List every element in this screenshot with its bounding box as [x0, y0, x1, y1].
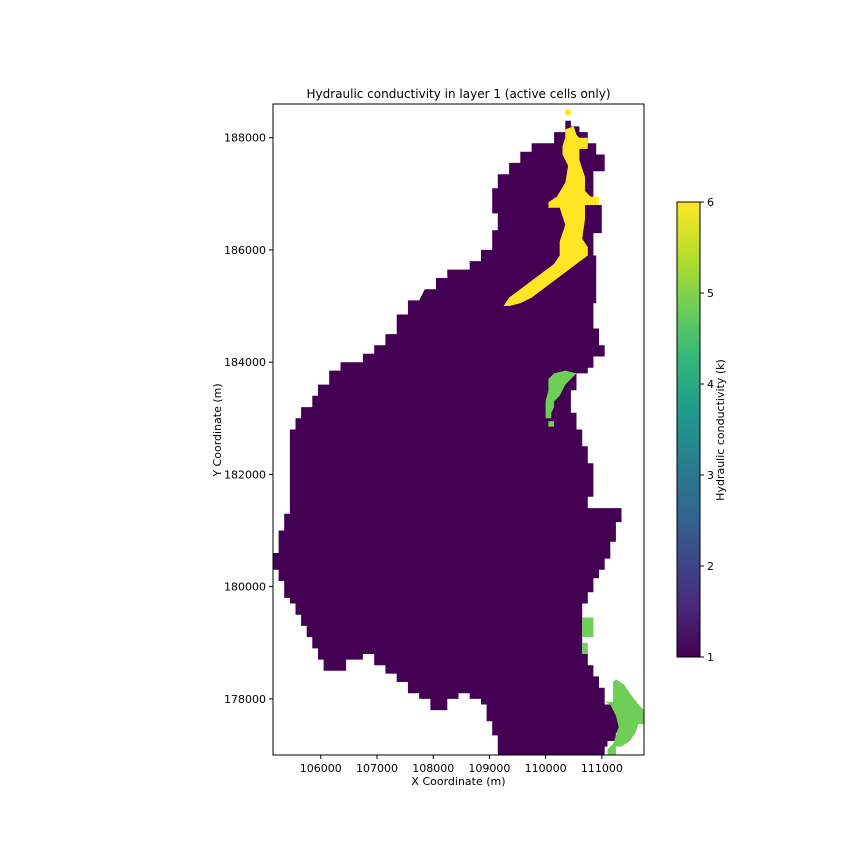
y-tick-label: 188000 [224, 132, 266, 145]
x-tick-label: 111000 [581, 762, 623, 775]
x-axis-ticks: 106000 107000 108000 109000 110000 111000 [300, 755, 623, 775]
x-axis-label: X Coordinate (m) [411, 775, 505, 788]
y-tick-label: 184000 [224, 356, 266, 369]
y-axis-ticks: 178000 180000 182000 184000 186000 188000 [224, 132, 273, 706]
colorbar-gradient [676, 201, 701, 658]
conductivity-region-5-layer [545, 370, 644, 755]
x-tick-label: 106000 [300, 762, 342, 775]
colorbar-tick-label: 5 [707, 287, 714, 300]
colorbar-tick-label: 4 [707, 378, 714, 391]
y-tick-label: 186000 [224, 244, 266, 257]
x-tick-label: 110000 [525, 762, 567, 775]
region-k5-patch [582, 642, 588, 654]
region-k5-patch [548, 421, 555, 427]
conductivity-region-6-layer [503, 109, 599, 307]
region-k5-patch [638, 715, 644, 725]
y-tick-label: 178000 [224, 693, 266, 706]
colorbar-tick-label: 6 [707, 196, 714, 209]
plot-area [273, 109, 644, 755]
colorbar-tick-label: 1 [707, 651, 714, 664]
colorbar-tick-label: 3 [707, 469, 714, 482]
x-tick-label: 108000 [412, 762, 454, 775]
y-tick-label: 182000 [224, 468, 266, 481]
colorbar-ticks: 1 2 3 4 5 6 [700, 196, 714, 664]
region-k5-patch [545, 370, 577, 419]
colorbar: 1 2 3 4 5 6 Hydraulic conductivity (k) [676, 196, 727, 664]
region-k5-patch [582, 617, 594, 638]
y-tick-label: 180000 [224, 581, 266, 594]
colorbar-tick-label: 2 [707, 560, 714, 573]
region-k6-cell [565, 109, 571, 116]
region-k5-patch [604, 679, 644, 755]
x-tick-label: 107000 [356, 762, 398, 775]
colorbar-label: Hydraulic conductivity (k) [714, 359, 727, 501]
y-axis-label: Y Coordinate (m) [211, 383, 224, 477]
x-tick-label: 109000 [468, 762, 510, 775]
plot-frame [272, 103, 645, 756]
region-k6 [503, 126, 599, 307]
chart-title: Hydraulic conductivity in layer 1 (activ… [306, 87, 610, 101]
